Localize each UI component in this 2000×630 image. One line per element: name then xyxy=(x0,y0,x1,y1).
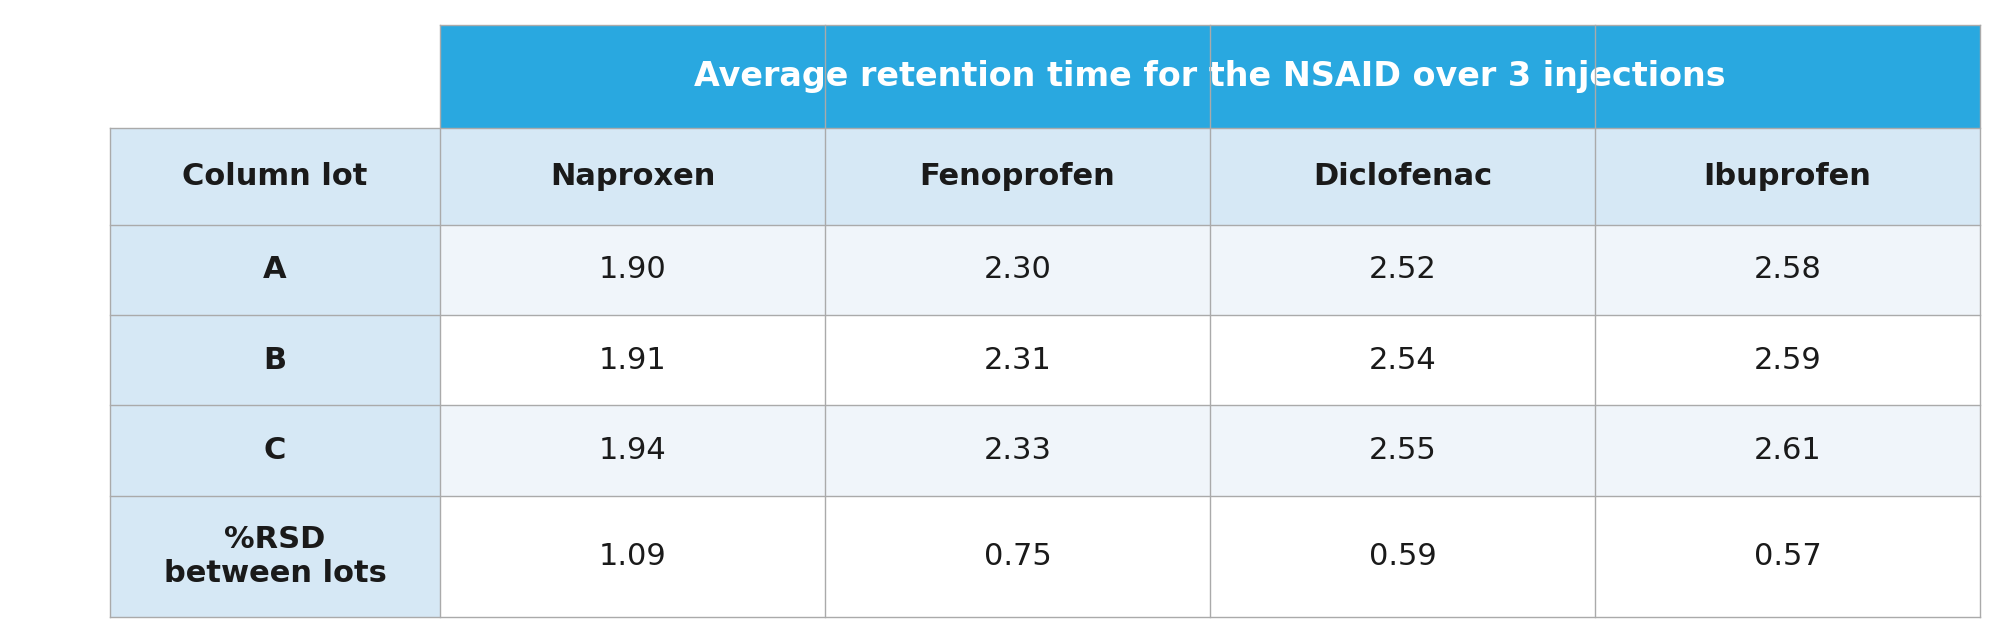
Text: Column lot: Column lot xyxy=(182,162,368,191)
Bar xyxy=(110,225,1980,315)
Text: 1.91: 1.91 xyxy=(598,346,666,375)
Text: Average retention time for the NSAID over 3 injections: Average retention time for the NSAID ove… xyxy=(694,60,1726,93)
Text: 1.09: 1.09 xyxy=(598,542,666,571)
Text: Naproxen: Naproxen xyxy=(550,162,716,191)
Bar xyxy=(440,25,1980,128)
Text: 2.30: 2.30 xyxy=(984,255,1052,284)
Text: Fenoprofen: Fenoprofen xyxy=(920,162,1116,191)
Text: 2.61: 2.61 xyxy=(1754,436,1822,465)
Text: 1.94: 1.94 xyxy=(598,436,666,465)
Text: Diclofenac: Diclofenac xyxy=(1312,162,1492,191)
Text: B: B xyxy=(264,346,286,375)
Bar xyxy=(110,128,440,225)
Bar xyxy=(110,496,440,617)
Text: Ibuprofen: Ibuprofen xyxy=(1704,162,1872,191)
Bar xyxy=(110,406,1980,496)
Bar xyxy=(110,406,440,496)
Text: 2.55: 2.55 xyxy=(1368,436,1436,465)
Text: 2.31: 2.31 xyxy=(984,346,1052,375)
Text: 2.59: 2.59 xyxy=(1754,346,1822,375)
Bar xyxy=(1596,128,1980,225)
Text: 2.54: 2.54 xyxy=(1368,346,1436,375)
Bar xyxy=(110,315,440,406)
Bar xyxy=(110,315,1980,406)
Text: 0.57: 0.57 xyxy=(1754,542,1822,571)
Text: 2.33: 2.33 xyxy=(984,436,1052,465)
Text: 2.58: 2.58 xyxy=(1754,255,1822,284)
Text: A: A xyxy=(264,255,286,284)
Bar xyxy=(440,128,826,225)
Bar xyxy=(1210,128,1596,225)
Text: C: C xyxy=(264,436,286,465)
Bar xyxy=(826,128,1210,225)
Bar xyxy=(110,225,440,315)
Text: 0.59: 0.59 xyxy=(1368,542,1436,571)
Text: %RSD
between lots: %RSD between lots xyxy=(164,525,386,588)
Text: 2.52: 2.52 xyxy=(1368,255,1436,284)
Bar xyxy=(110,496,1980,617)
Text: 1.90: 1.90 xyxy=(598,255,666,284)
Text: 0.75: 0.75 xyxy=(984,542,1052,571)
